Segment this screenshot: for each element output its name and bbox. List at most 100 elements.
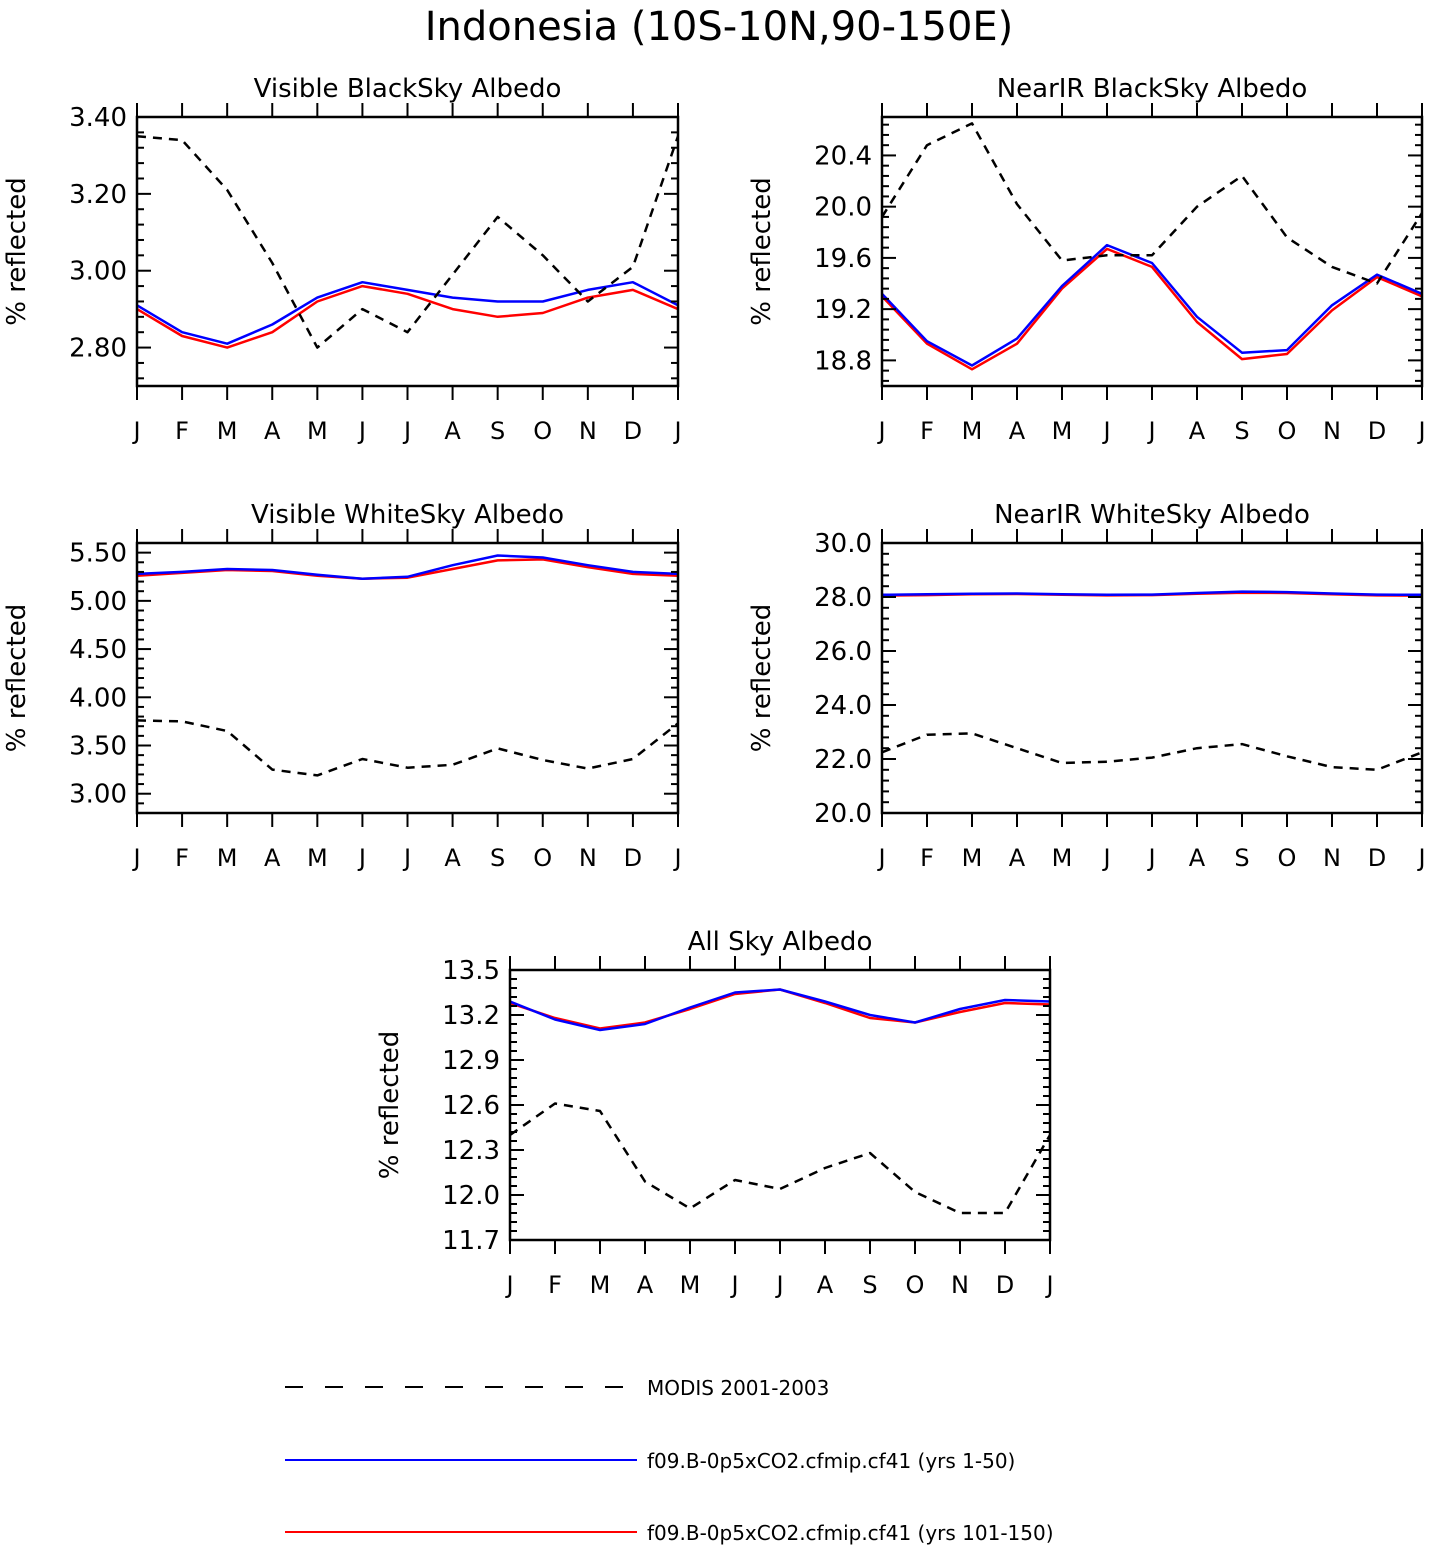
y-tick-label: 4.00 bbox=[69, 683, 127, 713]
run2-line bbox=[137, 284, 678, 349]
x-tick-label: N bbox=[579, 417, 597, 445]
x-tick-label: J bbox=[131, 844, 140, 872]
panel-3: Visible WhiteSky Albedo % reflected 3.00 3.… bbox=[2, 500, 682, 872]
y-tick-label: 19.2 bbox=[814, 295, 872, 325]
x-tick-label: J bbox=[1416, 417, 1425, 445]
x-tick-label: S bbox=[490, 844, 505, 872]
y-tick-label: 4.50 bbox=[69, 635, 127, 665]
x-tick-label: S bbox=[862, 1271, 877, 1299]
series-lines bbox=[882, 122, 1422, 371]
x-tick-label: J bbox=[1101, 844, 1110, 872]
x-tick-label: J bbox=[504, 1271, 513, 1299]
legend-item: f09.B-0p5xCO2.cfmip.cf41 (yrs 101-150) bbox=[285, 1521, 1054, 1545]
panel-1: Visible BlackSky Albedo % reflected 2.80 3.… bbox=[2, 74, 682, 445]
modis-line bbox=[882, 732, 1422, 772]
x-tick-label: J bbox=[774, 1271, 783, 1299]
panel-2: NearIR BlackSky Albedo % reflected 18.8 19.… bbox=[747, 74, 1426, 445]
y-tick-label: 20.0 bbox=[814, 799, 872, 829]
x-tick-label: D bbox=[624, 844, 642, 872]
y-tick-label: 3.00 bbox=[69, 780, 127, 810]
y-tick-label: 12.0 bbox=[442, 1181, 500, 1211]
y-tick-label: 11.7 bbox=[442, 1226, 500, 1256]
x-tick-label: M bbox=[217, 844, 238, 872]
figure-title: Indonesia (10S-10N,90-150E) bbox=[425, 4, 1014, 50]
y-tick-label: 22.0 bbox=[814, 745, 872, 775]
plot-frame bbox=[880, 541, 1424, 815]
x-tick-label: J bbox=[1146, 844, 1155, 872]
x-tick-label: M bbox=[590, 1271, 611, 1299]
x-tick-label: D bbox=[996, 1271, 1014, 1299]
panel-title: NearIR BlackSky Albedo bbox=[997, 74, 1308, 104]
x-tick-label: S bbox=[490, 417, 505, 445]
x-tick-label: N bbox=[951, 1271, 969, 1299]
x-tick-label: M bbox=[962, 417, 983, 445]
legend-label: f09.B-0p5xCO2.cfmip.cf41 (yrs 1-50) bbox=[647, 1449, 1015, 1473]
plot-frame bbox=[135, 541, 680, 815]
x-tick-label: A bbox=[264, 844, 281, 872]
panel-5: All Sky Albedo % reflected 11.7 12.0 12.3 12.… bbox=[375, 927, 1054, 1299]
x-tick-label: J bbox=[402, 844, 411, 872]
y-tick-label: 12.9 bbox=[442, 1046, 500, 1076]
run2-line bbox=[882, 247, 1422, 371]
run1-line bbox=[137, 554, 678, 580]
x-tick-label: F bbox=[920, 844, 934, 872]
x-tick-label: S bbox=[1234, 844, 1249, 872]
y-tick-label: 13.5 bbox=[442, 956, 500, 986]
run1-line bbox=[882, 243, 1422, 367]
x-tick-label: F bbox=[175, 844, 189, 872]
y-tick-label: 2.80 bbox=[69, 334, 127, 364]
legend-item: MODIS 2001-2003 bbox=[285, 1376, 829, 1400]
x-tick-label: J bbox=[1044, 1271, 1053, 1299]
y-tick-label: 30.0 bbox=[814, 529, 872, 559]
x-tick-label: J bbox=[672, 417, 681, 445]
x-tick-label: N bbox=[579, 844, 597, 872]
x-tick-label: A bbox=[637, 1271, 654, 1299]
y-axis-label: % reflected bbox=[2, 177, 32, 325]
plot-frame bbox=[880, 115, 1424, 388]
run1-line bbox=[882, 590, 1422, 597]
x-tick-label: O bbox=[1278, 844, 1297, 872]
modis-line bbox=[510, 1102, 1050, 1215]
modis-line bbox=[137, 719, 678, 777]
y-tick-label: 24.0 bbox=[814, 691, 872, 721]
panels: Visible BlackSky Albedo % reflected 2.80 3.… bbox=[2, 74, 1426, 1299]
panel-4: NearIR WhiteSky Albedo % reflected 20.0 22.… bbox=[747, 500, 1426, 872]
x-tick-label: J bbox=[1146, 417, 1155, 445]
x-tick-label: M bbox=[962, 844, 983, 872]
y-axis-label: % reflected bbox=[747, 177, 777, 325]
x-tick-label: J bbox=[729, 1271, 738, 1299]
series-lines bbox=[510, 988, 1050, 1215]
x-tick-label: F bbox=[548, 1271, 562, 1299]
run1-line bbox=[510, 988, 1050, 1032]
y-tick-label: 12.6 bbox=[442, 1091, 500, 1121]
x-tick-label: M bbox=[307, 417, 328, 445]
x-tick-label: J bbox=[357, 417, 366, 445]
x-tick-label: J bbox=[876, 417, 885, 445]
x-tick-label: F bbox=[175, 417, 189, 445]
y-tick-label: 5.00 bbox=[69, 587, 127, 617]
x-tick-label: J bbox=[876, 844, 885, 872]
x-tick-label: J bbox=[1416, 844, 1425, 872]
y-tick-label: 13.2 bbox=[442, 1001, 500, 1031]
legend-item: f09.B-0p5xCO2.cfmip.cf41 (yrs 1-50) bbox=[285, 1449, 1015, 1473]
x-tick-label: M bbox=[1052, 844, 1073, 872]
y-tick-label: 20.0 bbox=[814, 193, 872, 223]
x-tick-label: A bbox=[1009, 417, 1026, 445]
x-tick-label: A bbox=[444, 417, 461, 445]
x-tick-label: A bbox=[1189, 844, 1206, 872]
y-axis-label: % reflected bbox=[375, 1031, 405, 1179]
x-tick-label: J bbox=[357, 844, 366, 872]
x-tick-label: M bbox=[680, 1271, 701, 1299]
run2-line bbox=[510, 988, 1050, 1030]
modis-line bbox=[137, 134, 678, 349]
x-tick-label: S bbox=[1234, 417, 1249, 445]
y-tick-label: 3.40 bbox=[69, 103, 127, 133]
x-tick-label: J bbox=[402, 417, 411, 445]
panel-title: Visible WhiteSky Albedo bbox=[251, 500, 564, 530]
x-tick-label: D bbox=[1368, 844, 1386, 872]
x-tick-label: N bbox=[1323, 417, 1341, 445]
y-tick-label: 18.8 bbox=[814, 346, 872, 376]
x-tick-label: A bbox=[444, 844, 461, 872]
x-tick-label: O bbox=[906, 1271, 925, 1299]
